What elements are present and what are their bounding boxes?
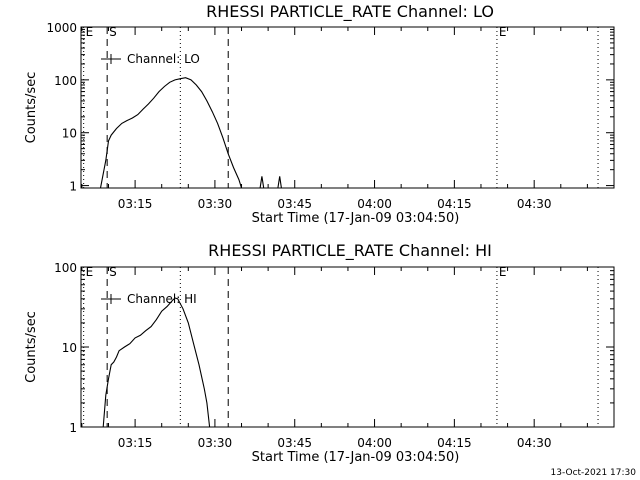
chart-title: RHESSI PARTICLE_RATE Channel: HI — [208, 241, 492, 261]
marker-label: E — [499, 25, 507, 39]
marker-label: E — [86, 265, 94, 279]
x-tick-label: 03:45 — [277, 436, 312, 450]
x-tick-label: 04:15 — [437, 197, 472, 211]
legend-label: Channel: HI — [127, 292, 197, 306]
x-tick-label: 04:30 — [517, 436, 552, 450]
x-tick-label: 04:15 — [437, 436, 472, 450]
y-axis-label: Counts/sec — [24, 311, 39, 383]
marker-label: S — [109, 265, 117, 279]
chart-title: RHESSI PARTICLE_RATE Channel: LO — [206, 2, 494, 22]
x-tick-label: 03:30 — [198, 197, 233, 211]
y-axis-label: Counts/sec — [24, 72, 39, 144]
data-series-line — [99, 77, 243, 189]
chart-panel-lo: RHESSI PARTICLE_RATE Channel: LO 1 10 100 1… — [24, 2, 615, 226]
data-series-line — [102, 297, 211, 428]
x-tick-label: 03:15 — [118, 197, 153, 211]
y-tick-label: 100 — [54, 261, 77, 275]
x-axis-label: Start Time (17-Jan-09 03:04:50) — [252, 450, 460, 465]
y-tick-label: 10 — [62, 127, 77, 141]
chart-panel-hi: RHESSI PARTICLE_RATE Channel: HI 1 10 100 0… — [24, 241, 615, 465]
y-tick-label: 1 — [69, 180, 77, 194]
y-tick-label: 1 — [69, 421, 77, 435]
x-tick-label: 03:15 — [118, 436, 153, 450]
y-tick-label: 10 — [62, 341, 77, 355]
plot-frame — [80, 266, 615, 428]
footer-timestamp: 13-Oct-2021 17:30 — [551, 468, 637, 478]
marker-label: E — [86, 25, 94, 39]
x-axis-label: Start Time (17-Jan-09 03:04:50) — [252, 211, 460, 226]
y-tick-label: 1000 — [46, 21, 77, 35]
data-series-line — [259, 176, 282, 189]
x-tick-label: 04:00 — [357, 197, 392, 211]
x-tick-label: 04:30 — [517, 197, 552, 211]
marker-label: S — [109, 25, 117, 39]
marker-label: E — [499, 265, 507, 279]
y-tick-label: 100 — [54, 74, 77, 88]
x-tick-label: 03:45 — [277, 197, 312, 211]
x-tick-label: 03:30 — [198, 436, 233, 450]
legend-label: Channel: LO — [127, 52, 200, 66]
x-tick-label: 04:00 — [357, 436, 392, 450]
